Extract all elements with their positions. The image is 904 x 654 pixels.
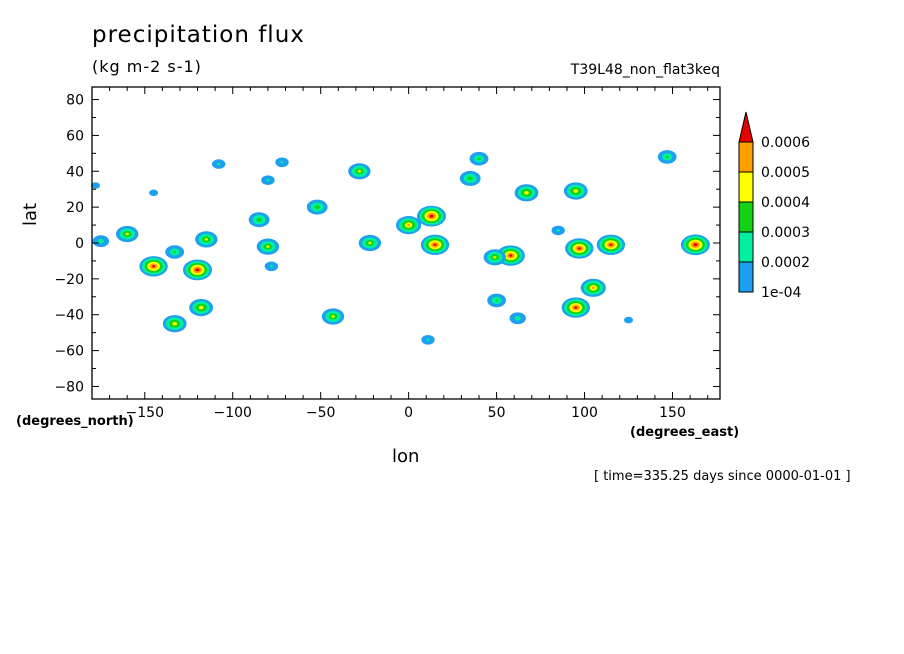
y-tick-label: 80 — [66, 93, 84, 109]
x-tick-label: 150 — [659, 405, 686, 421]
y-tick-label: 40 — [66, 164, 84, 180]
precip-cell-39-level-1 — [556, 229, 560, 232]
precip-cell-4-level-2 — [173, 250, 177, 254]
x-tick-label: 50 — [488, 405, 506, 421]
colorbar-segment — [738, 141, 754, 173]
x-axis-label: lon — [392, 446, 420, 467]
colorbar-extend-arrow — [738, 111, 754, 143]
precip-cell-14-level-1 — [280, 161, 284, 164]
colorbar-segment — [738, 201, 754, 233]
precip-cell-20-level-4 — [407, 223, 411, 227]
colorbar-label: 0.0002 — [761, 255, 810, 271]
precip-cell-1-level-5 — [152, 265, 156, 268]
x-tick-label: −150 — [126, 405, 164, 421]
precip-cell-5-level-3 — [204, 238, 208, 241]
precip-cell-38-level-0 — [624, 316, 633, 324]
precip-cell-28-level-2 — [495, 299, 499, 302]
y-tick-label: −20 — [54, 272, 84, 288]
run-name: T39L48_non_flat3keq — [570, 62, 720, 78]
precip-cell-15-level-1 — [266, 179, 270, 182]
precip-cell-32-level-5 — [577, 247, 581, 250]
precip-cell-27-level-3 — [493, 256, 497, 259]
y-tick-label: −40 — [54, 308, 84, 324]
colorbar-label: 0.0006 — [761, 135, 810, 151]
colorbar-label: 1e-04 — [761, 285, 801, 301]
y-axis-label: lat — [20, 202, 41, 226]
plot-title: precipitation flux — [92, 22, 305, 48]
precip-cell-0-level-5 — [195, 268, 200, 272]
plot-units: (kg m-2 s-1) — [92, 57, 202, 76]
x-axis-unit-label: (degrees_east) — [630, 425, 740, 440]
precip-cell-22-level-5 — [433, 243, 437, 246]
precip-cell-29-level-1 — [514, 316, 521, 321]
precip-cell-16-level-2 — [314, 205, 320, 210]
x-tick-label: −50 — [306, 405, 336, 421]
precip-cell-9-level-0 — [149, 189, 159, 197]
precip-cell-26-level-5 — [509, 254, 513, 257]
colorbar-label: 0.0003 — [761, 225, 810, 241]
precip-cell-21-level-5 — [429, 214, 434, 218]
precip-cell-30-level-3 — [524, 191, 529, 195]
precip-cell-2-level-3 — [172, 322, 177, 326]
y-tick-label: 60 — [66, 128, 84, 144]
precip-cell-8-level-0 — [91, 182, 100, 189]
precip-cell-36-level-5 — [693, 243, 698, 247]
precip-cell-17-level-3 — [357, 170, 361, 173]
colorbar-label: 0.0004 — [761, 195, 810, 211]
precip-cell-24-level-2 — [477, 157, 481, 160]
y-tick-label: −60 — [54, 344, 84, 360]
precip-cell-23-level-1 — [426, 338, 430, 341]
precip-cell-3-level-3 — [198, 305, 204, 310]
y-tick-label: 0 — [75, 236, 84, 252]
precip-cell-10-level-1 — [217, 162, 221, 166]
x-tick-label: −100 — [214, 405, 252, 421]
precip-cell-12-level-3 — [266, 245, 270, 248]
precip-cell-19-level-3 — [331, 315, 335, 318]
precip-cell-6-level-3 — [125, 232, 129, 236]
precip-cell-25-level-2 — [467, 176, 473, 181]
precip-cell-13-level-1 — [269, 265, 273, 268]
precip-cell-7-level-1 — [97, 238, 105, 244]
time-note: [ time=335.25 days since 0000-01-01 ] — [594, 469, 851, 484]
precip-cell-18-level-3 — [368, 241, 372, 245]
precip-cell-11-level-2 — [256, 217, 262, 222]
colorbar-segment — [738, 171, 754, 203]
plot-frame — [91, 86, 721, 400]
colorbar-label: 0.0005 — [761, 165, 810, 181]
precip-cell-37-level-2 — [665, 155, 669, 159]
colorbar-segment — [738, 231, 754, 263]
colorbar-segment — [738, 261, 754, 293]
x-tick-label: 100 — [571, 405, 598, 421]
y-tick-label: −80 — [54, 379, 84, 395]
y-axis-unit-label: (degrees_north) — [16, 414, 134, 429]
precip-cell-31-level-3 — [573, 189, 579, 193]
precip-cell-35-level-4 — [591, 286, 595, 289]
y-tick-label: 20 — [66, 200, 84, 216]
precip-cell-33-level-5 — [609, 243, 613, 246]
precip-cell-34-level-5 — [574, 306, 578, 309]
x-tick-label: 0 — [404, 405, 413, 421]
